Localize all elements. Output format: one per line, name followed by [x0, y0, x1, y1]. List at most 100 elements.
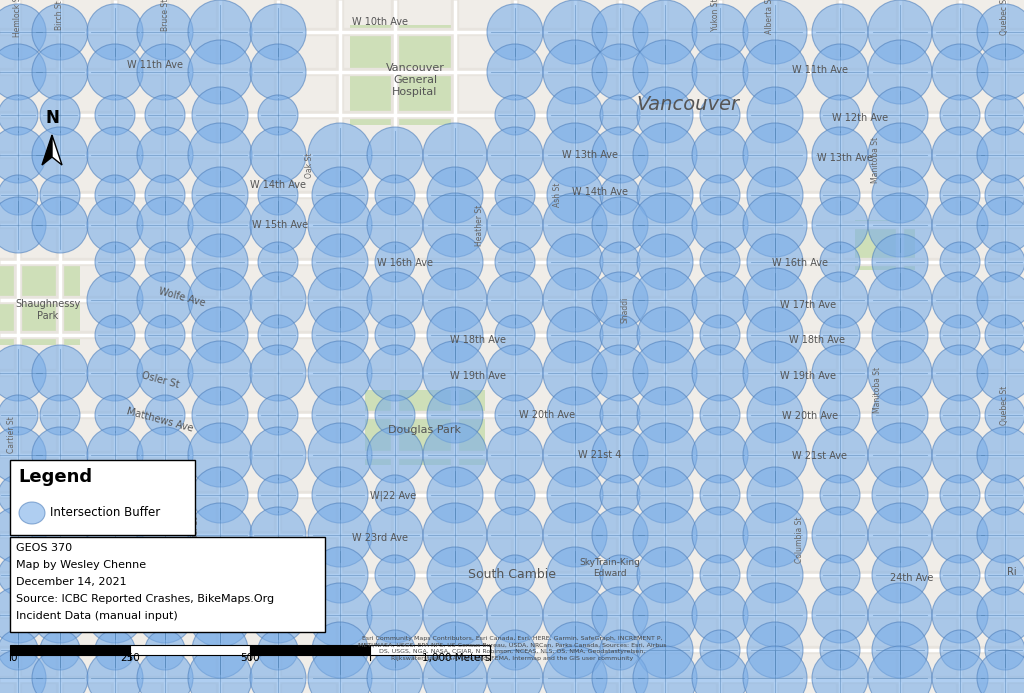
Text: December 14, 2021: December 14, 2021 [16, 577, 127, 587]
Ellipse shape [547, 387, 603, 443]
Ellipse shape [87, 127, 143, 183]
Text: W 21st 4: W 21st 4 [579, 450, 622, 460]
Ellipse shape [423, 503, 487, 567]
Ellipse shape [375, 315, 415, 355]
Text: 24th Ave: 24th Ave [890, 573, 934, 583]
Ellipse shape [820, 555, 860, 595]
Ellipse shape [375, 555, 415, 595]
Ellipse shape [692, 127, 748, 183]
Text: Quebec St: Quebec St [1000, 0, 1010, 35]
Text: Vancouver
General
Hospital: Vancouver General Hospital [386, 63, 444, 96]
Ellipse shape [977, 650, 1024, 693]
Ellipse shape [820, 395, 860, 435]
Ellipse shape [308, 193, 372, 257]
Ellipse shape [250, 197, 306, 253]
Ellipse shape [743, 503, 807, 567]
Ellipse shape [427, 547, 483, 603]
Text: W 17th Ave: W 17th Ave [780, 300, 836, 310]
Ellipse shape [145, 242, 185, 282]
Ellipse shape [985, 630, 1024, 670]
Ellipse shape [487, 197, 543, 253]
Ellipse shape [0, 95, 38, 135]
Ellipse shape [985, 242, 1024, 282]
Ellipse shape [743, 583, 807, 647]
Ellipse shape [40, 175, 80, 215]
Ellipse shape [592, 427, 648, 483]
Ellipse shape [940, 175, 980, 215]
Ellipse shape [427, 234, 483, 290]
Ellipse shape [932, 272, 988, 328]
Ellipse shape [932, 345, 988, 401]
Bar [0, 265, 80, 345]
Ellipse shape [932, 4, 988, 60]
Ellipse shape [543, 268, 607, 332]
Ellipse shape [977, 44, 1024, 100]
Text: Source: ICBC Reported Crashes, BikeMaps.Org: Source: ICBC Reported Crashes, BikeMaps.… [16, 594, 274, 604]
Ellipse shape [637, 467, 693, 523]
Ellipse shape [592, 272, 648, 328]
Ellipse shape [145, 175, 185, 215]
Ellipse shape [633, 193, 697, 257]
Ellipse shape [32, 650, 88, 693]
Ellipse shape [367, 272, 423, 328]
Ellipse shape [746, 87, 803, 143]
Ellipse shape [250, 4, 306, 60]
Ellipse shape [95, 242, 135, 282]
Text: 1,000 Meters: 1,000 Meters [422, 653, 490, 663]
Bar [10, 537, 325, 632]
Ellipse shape [932, 127, 988, 183]
Ellipse shape [940, 475, 980, 515]
Ellipse shape [312, 622, 368, 678]
Ellipse shape [743, 123, 807, 187]
Ellipse shape [637, 307, 693, 363]
Ellipse shape [95, 175, 135, 215]
Ellipse shape [633, 0, 697, 64]
Bar [130, 645, 250, 655]
Ellipse shape [495, 475, 535, 515]
Ellipse shape [940, 395, 980, 435]
Ellipse shape [193, 467, 248, 523]
Text: Shaughnessy
Park: Shaughnessy Park [15, 299, 81, 321]
Ellipse shape [95, 475, 135, 515]
Ellipse shape [367, 345, 423, 401]
Ellipse shape [495, 555, 535, 595]
Ellipse shape [312, 387, 368, 443]
Ellipse shape [423, 268, 487, 332]
Ellipse shape [0, 555, 38, 595]
Ellipse shape [193, 547, 248, 603]
Ellipse shape [812, 427, 868, 483]
Ellipse shape [700, 475, 740, 515]
Ellipse shape [87, 345, 143, 401]
Ellipse shape [543, 0, 607, 64]
Text: N: N [45, 109, 59, 127]
Text: Incident Data (manual input): Incident Data (manual input) [16, 611, 178, 621]
Ellipse shape [700, 395, 740, 435]
Ellipse shape [868, 583, 932, 647]
Text: Douglas Park: Douglas Park [388, 425, 462, 435]
Ellipse shape [0, 427, 46, 483]
Ellipse shape [188, 503, 252, 567]
Ellipse shape [977, 345, 1024, 401]
Ellipse shape [700, 555, 740, 595]
Ellipse shape [692, 197, 748, 253]
Ellipse shape [872, 547, 928, 603]
Ellipse shape [868, 646, 932, 693]
Ellipse shape [692, 345, 748, 401]
Ellipse shape [940, 242, 980, 282]
Ellipse shape [543, 193, 607, 257]
Ellipse shape [977, 427, 1024, 483]
Text: W 19th Ave: W 19th Ave [450, 371, 506, 381]
Ellipse shape [872, 234, 928, 290]
Text: 250: 250 [120, 653, 140, 663]
Ellipse shape [40, 95, 80, 135]
Ellipse shape [0, 127, 46, 183]
Text: W 12th Ave: W 12th Ave [831, 113, 888, 123]
Ellipse shape [137, 427, 193, 483]
Ellipse shape [547, 307, 603, 363]
Text: W 20th Ave: W 20th Ave [519, 410, 575, 420]
Bar [10, 460, 195, 535]
Ellipse shape [692, 650, 748, 693]
Ellipse shape [312, 234, 368, 290]
Ellipse shape [137, 587, 193, 643]
Ellipse shape [145, 475, 185, 515]
